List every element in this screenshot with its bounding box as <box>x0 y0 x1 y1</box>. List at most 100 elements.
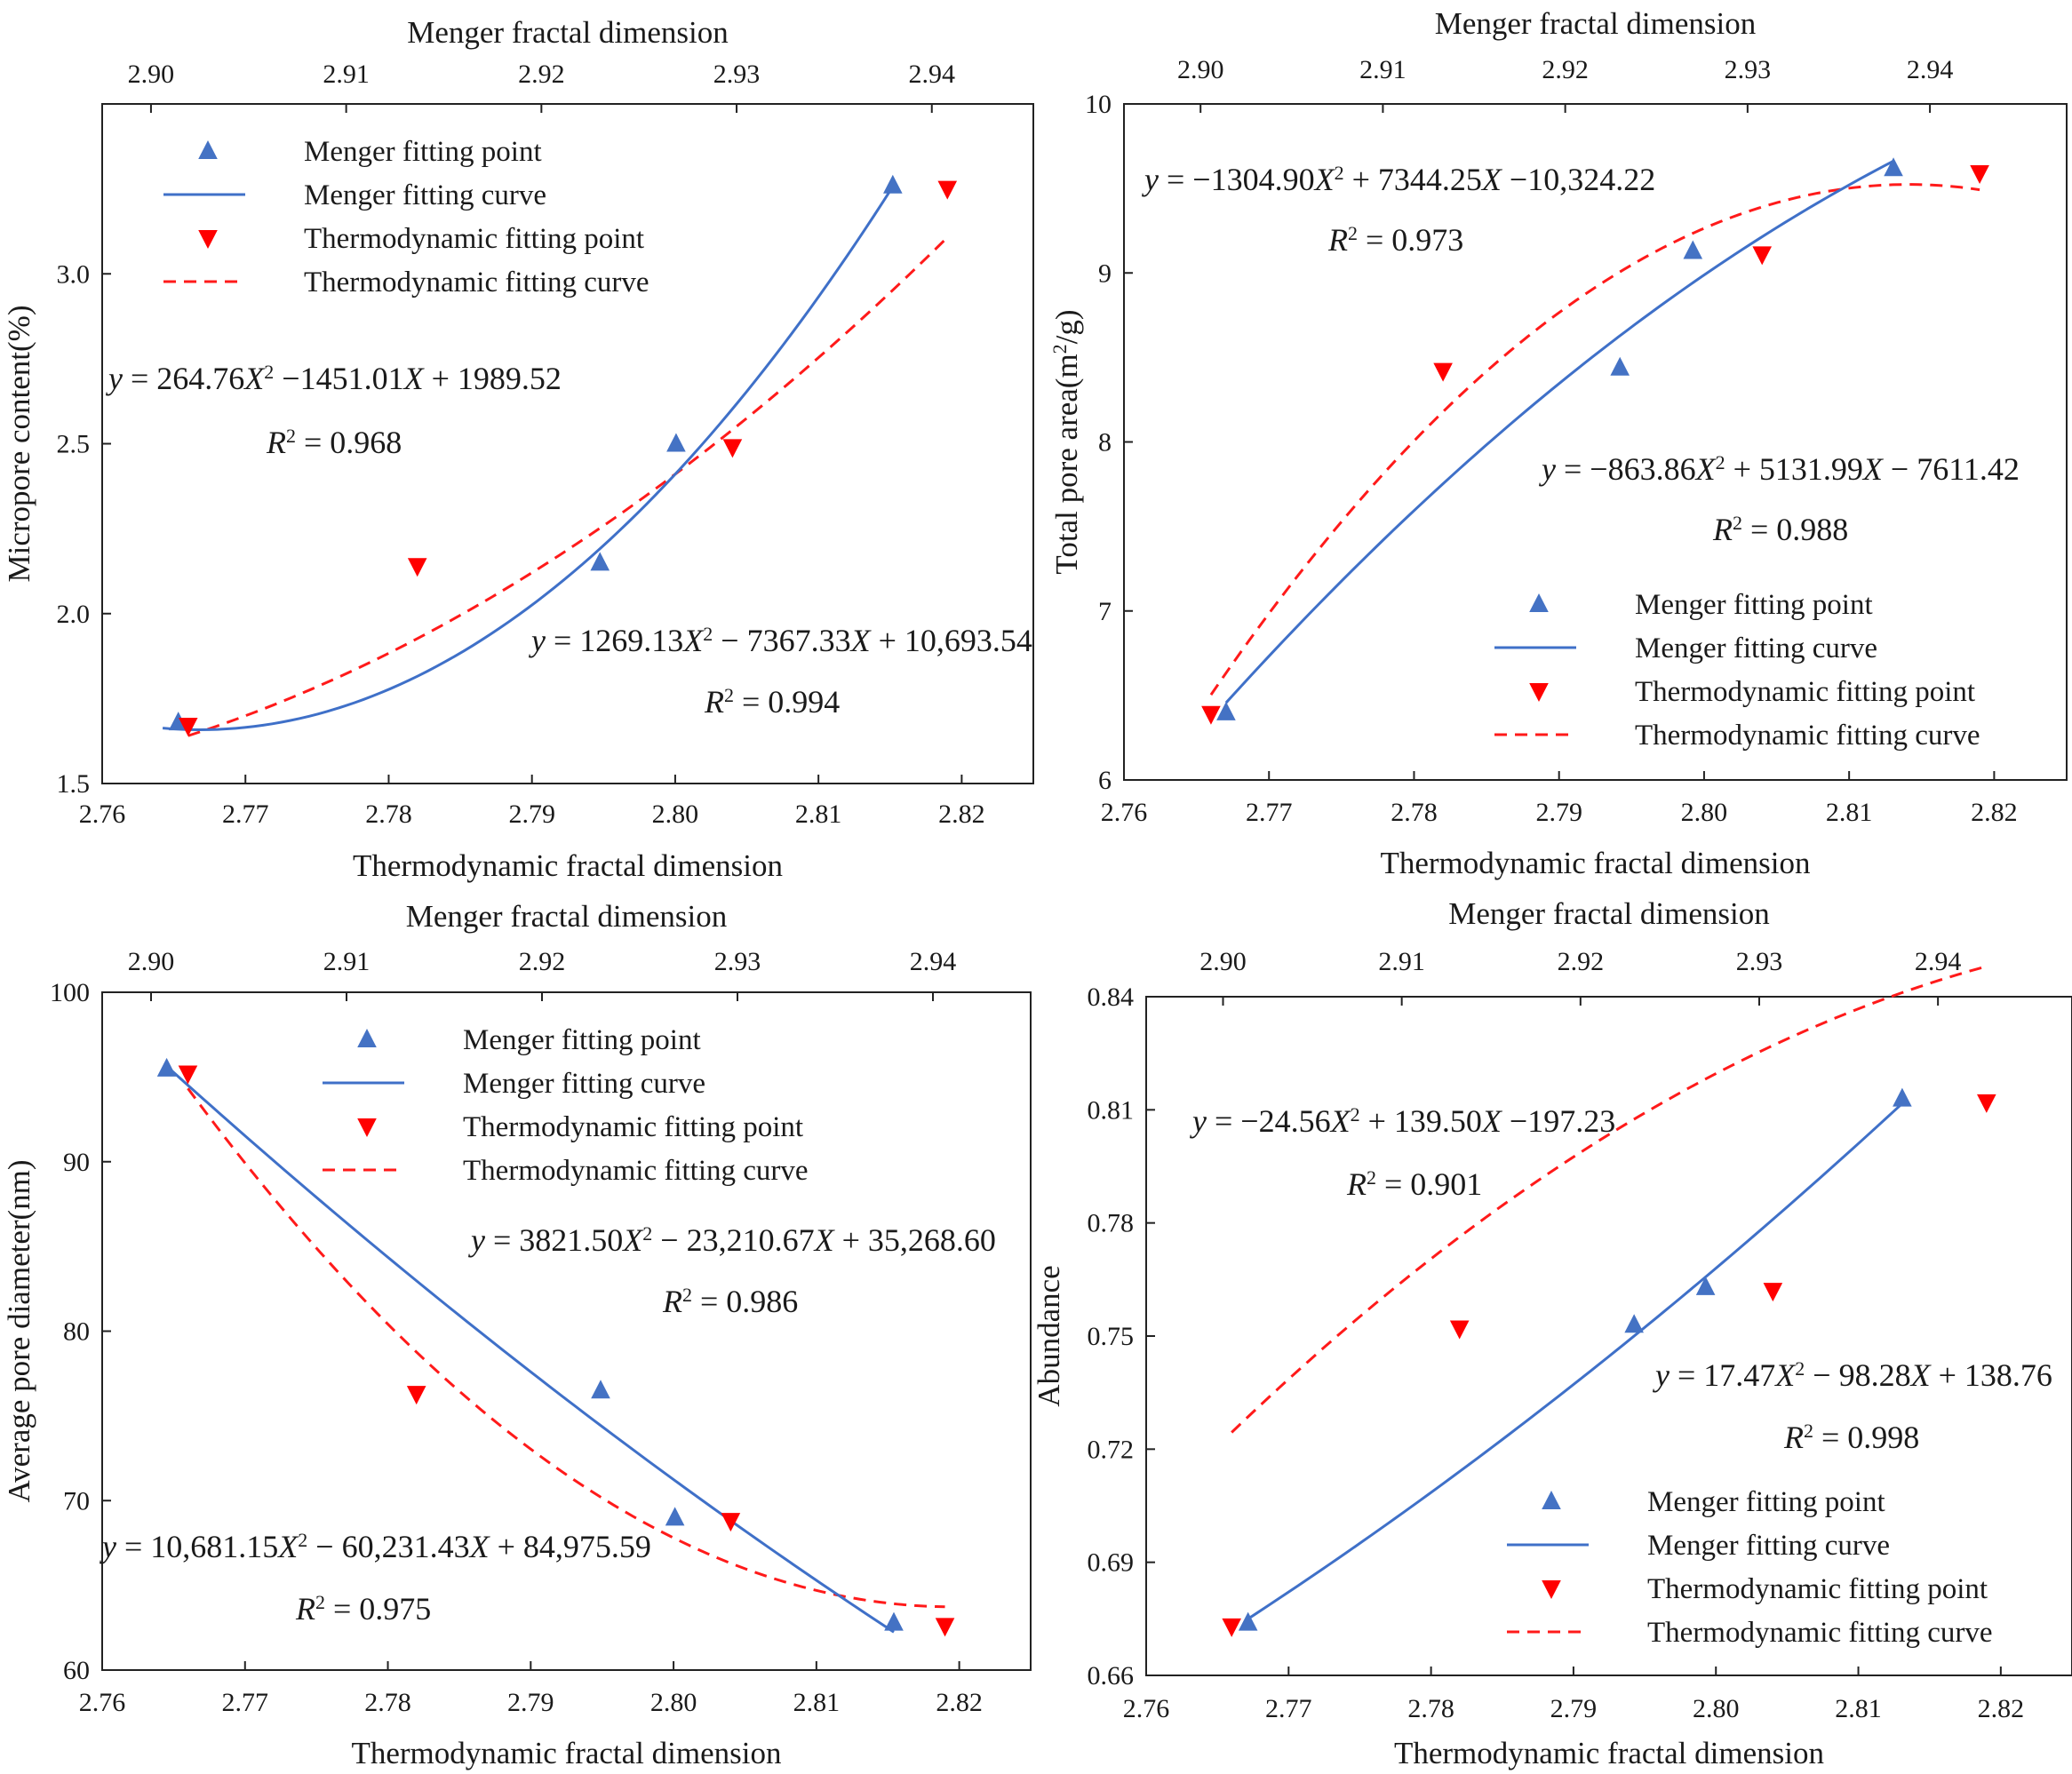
menger-fitting-point <box>590 552 610 571</box>
menger-fitting-point <box>665 1507 685 1526</box>
thermodynamic-fitting-curve <box>187 1087 945 1609</box>
x-tick-label: 2.79 <box>507 1688 554 1717</box>
x2-tick-label: 2.92 <box>1542 55 1589 84</box>
legend: Menger fitting point Menger fitting curve… <box>323 1024 809 1187</box>
x-axis-title: Thermodynamic fractal dimension <box>353 848 783 883</box>
x2-tick-label: 2.91 <box>1378 947 1425 976</box>
menger-fit-equation: y = 17.47X2 − 98.28X + 138.76 <box>1653 1357 2052 1394</box>
y-axis-title: Micropore content(%) <box>2 306 36 583</box>
y-tick-label: 60 <box>63 1656 90 1685</box>
thermodynamic-fitting-point <box>935 1618 955 1637</box>
legend-label: Thermodynamic fitting curve <box>1647 1617 1993 1649</box>
thermodynamic-fitting-point <box>178 1065 198 1085</box>
x-tick-label: 2.78 <box>1391 798 1438 827</box>
thermodynamic-fitting-point <box>722 439 743 458</box>
menger-fitting-point <box>1216 701 1236 720</box>
y-axis-title: Total pore area(m2/g) <box>1048 309 1085 574</box>
menger-fitting-point <box>1238 1611 1258 1631</box>
y-axis-title: Average pore diameter(nm) <box>2 1159 36 1502</box>
menger-fit-r2: R2 = 0.994 <box>704 684 840 720</box>
x-tick-label: 2.81 <box>1826 798 1873 827</box>
legend-thermo-point-marker <box>357 1118 377 1137</box>
legend-label: Thermodynamic fitting point <box>1635 676 1975 708</box>
y-tick-label: 0.81 <box>1088 1095 1135 1125</box>
x2-tick-label: 2.94 <box>909 60 956 89</box>
menger-fitting-point <box>156 1057 177 1077</box>
menger-fit-equation: y = 3821.50X2 − 23,210.67X + 35,268.60 <box>468 1222 996 1259</box>
thermodynamic-fitting-point <box>937 180 958 200</box>
x2-tick-label: 2.90 <box>128 947 175 976</box>
menger-fitting-point <box>1624 1314 1644 1333</box>
thermodynamic-fitting-point <box>1222 1618 1241 1637</box>
thermodynamic-fitting-point <box>406 1386 426 1405</box>
y-tick-label: 6 <box>1098 766 1112 795</box>
x-tick-label: 2.79 <box>1550 1694 1598 1723</box>
x2-axis-title: Menger fractal dimension <box>406 899 728 934</box>
x-tick-label: 2.78 <box>1407 1694 1454 1723</box>
y-tick-label: 0.78 <box>1088 1209 1135 1238</box>
x2-tick-label: 2.92 <box>519 947 566 976</box>
chart-panel-d: 2.76 2.77 2.78 2.79 2.80 2.81 2.82 2.90 2.91 2.92… <box>1032 896 2072 1770</box>
y-tick-label: 2.5 <box>57 430 91 459</box>
y-tick-label: 1.5 <box>57 769 91 799</box>
thermodynamic-fitting-curve <box>1209 183 1980 696</box>
x-tick-label: 2.80 <box>1681 798 1728 827</box>
menger-fit-r2: R2 = 0.986 <box>662 1284 798 1320</box>
menger-fitting-point <box>1884 157 1903 177</box>
x-tick-label: 2.77 <box>222 799 269 829</box>
thermo-fit-r2: R2 = 0.901 <box>1346 1166 1482 1203</box>
x-tick-label: 2.82 <box>1978 1694 2025 1723</box>
legend-label: Menger fitting curve <box>463 1068 705 1100</box>
x-tick-label: 2.80 <box>650 1688 697 1717</box>
x2-tick-label: 2.90 <box>1199 947 1247 976</box>
menger-fitting-point <box>884 1611 904 1631</box>
legend-label: Thermodynamic fitting curve <box>304 266 649 298</box>
legend-label: Menger fitting point <box>1647 1486 1885 1518</box>
legend-thermo-point-marker <box>1529 683 1549 702</box>
thermodynamic-fitting-curve <box>187 236 949 737</box>
x-tick-label: 2.76 <box>1123 1694 1170 1723</box>
legend-label: Menger fitting point <box>304 136 542 168</box>
menger-fit-r2: R2 = 0.988 <box>1712 512 1848 548</box>
x2-tick-label: 2.91 <box>323 60 370 89</box>
legend-label: Menger fitting curve <box>1647 1530 1890 1562</box>
x-axis-title: Thermodynamic fractal dimension <box>1380 846 1810 880</box>
x-tick-label: 2.78 <box>364 1688 411 1717</box>
x2-tick-label: 2.93 <box>1725 55 1772 84</box>
menger-fitting-point <box>883 174 903 194</box>
y-tick-label: 80 <box>63 1317 90 1347</box>
x2-axis-title: Menger fractal dimension <box>1448 896 1770 931</box>
menger-fit-equation: y = −863.86X2 + 5131.99X − 7611.42 <box>1539 451 2020 488</box>
legend-label: Menger fitting curve <box>1635 632 1877 664</box>
y-tick-label: 3.0 <box>57 259 91 289</box>
x-tick-label: 2.76 <box>79 799 126 829</box>
x2-tick-label: 2.90 <box>1177 55 1224 84</box>
legend-menger-point-marker <box>1542 1491 1561 1509</box>
chart-panel-b: 2.76 2.77 2.78 2.79 2.80 2.81 2.82 2.90 2.91 2.92… <box>1048 6 2068 880</box>
legend-label: Menger fitting curve <box>304 179 546 211</box>
y-tick-label: 10 <box>1085 90 1112 119</box>
legend: Menger fitting point Menger fitting curve… <box>1507 1486 1993 1649</box>
legend-thermo-point-marker <box>1542 1580 1561 1599</box>
thermodynamic-fitting-curve <box>1231 965 1988 1434</box>
menger-fitting-curve <box>1247 1102 1903 1620</box>
menger-fitting-curve <box>165 1065 895 1634</box>
x-tick-label: 2.81 <box>793 1688 841 1717</box>
thermo-fit-equation: y = 10,681.15X2 − 60,231.43X + 84,975.59 <box>100 1529 651 1565</box>
thermodynamic-fitting-point <box>1763 1283 1783 1302</box>
y-tick-label: 0.84 <box>1088 982 1135 1012</box>
x-tick-label: 2.80 <box>652 799 699 829</box>
y-tick-label: 0.75 <box>1088 1322 1135 1351</box>
y-tick-label: 8 <box>1098 428 1112 457</box>
thermodynamic-fitting-point <box>407 558 427 577</box>
y-tick-label: 9 <box>1098 259 1112 288</box>
menger-fit-r2: R2 = 0.998 <box>1783 1420 1919 1456</box>
x2-tick-label: 2.92 <box>518 60 565 89</box>
x2-tick-label: 2.92 <box>1558 947 1605 976</box>
thermo-fit-r2: R2 = 0.973 <box>1327 222 1463 259</box>
x-tick-label: 2.77 <box>1265 1694 1312 1723</box>
thermo-fit-equation: y = 264.76X2 −1451.01X + 1989.52 <box>106 361 562 397</box>
y-axis-title: Abundance <box>1032 1265 1066 1406</box>
x2-tick-label: 2.94 <box>1915 947 1962 976</box>
legend-label: Thermodynamic fitting curve <box>463 1155 809 1187</box>
